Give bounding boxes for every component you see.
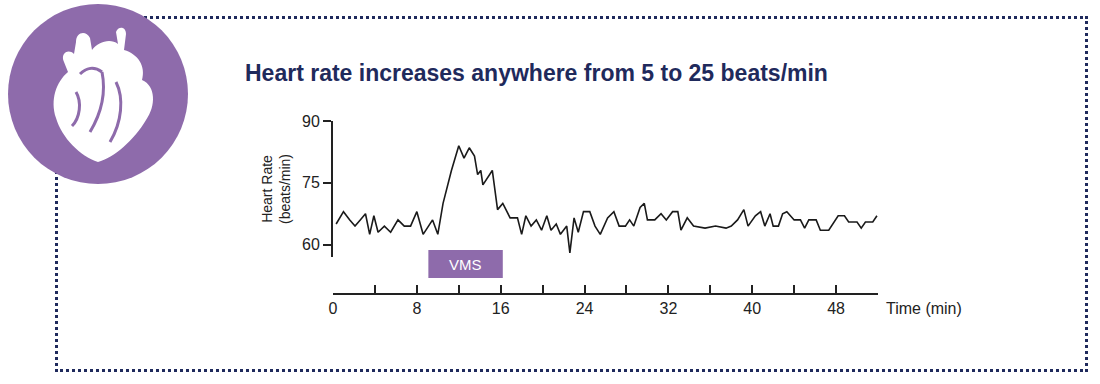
svg-text:24: 24 [576,300,594,317]
svg-text:VMS: VMS [449,256,482,273]
svg-text:60: 60 [302,236,320,253]
svg-text:48: 48 [827,300,845,317]
svg-text:32: 32 [659,300,677,317]
svg-text:40: 40 [743,300,761,317]
svg-text:75: 75 [302,174,320,191]
svg-text:Heart rate increases anywhere: Heart rate increases anywhere from 5 to … [245,60,828,86]
svg-text:Time (min): Time (min) [886,300,962,317]
svg-text:16: 16 [492,300,510,317]
svg-text:8: 8 [412,300,421,317]
svg-text:0: 0 [329,300,338,317]
svg-text:90: 90 [302,113,320,130]
svg-text:Heart Rate(beats/min): Heart Rate(beats/min) [259,154,293,224]
